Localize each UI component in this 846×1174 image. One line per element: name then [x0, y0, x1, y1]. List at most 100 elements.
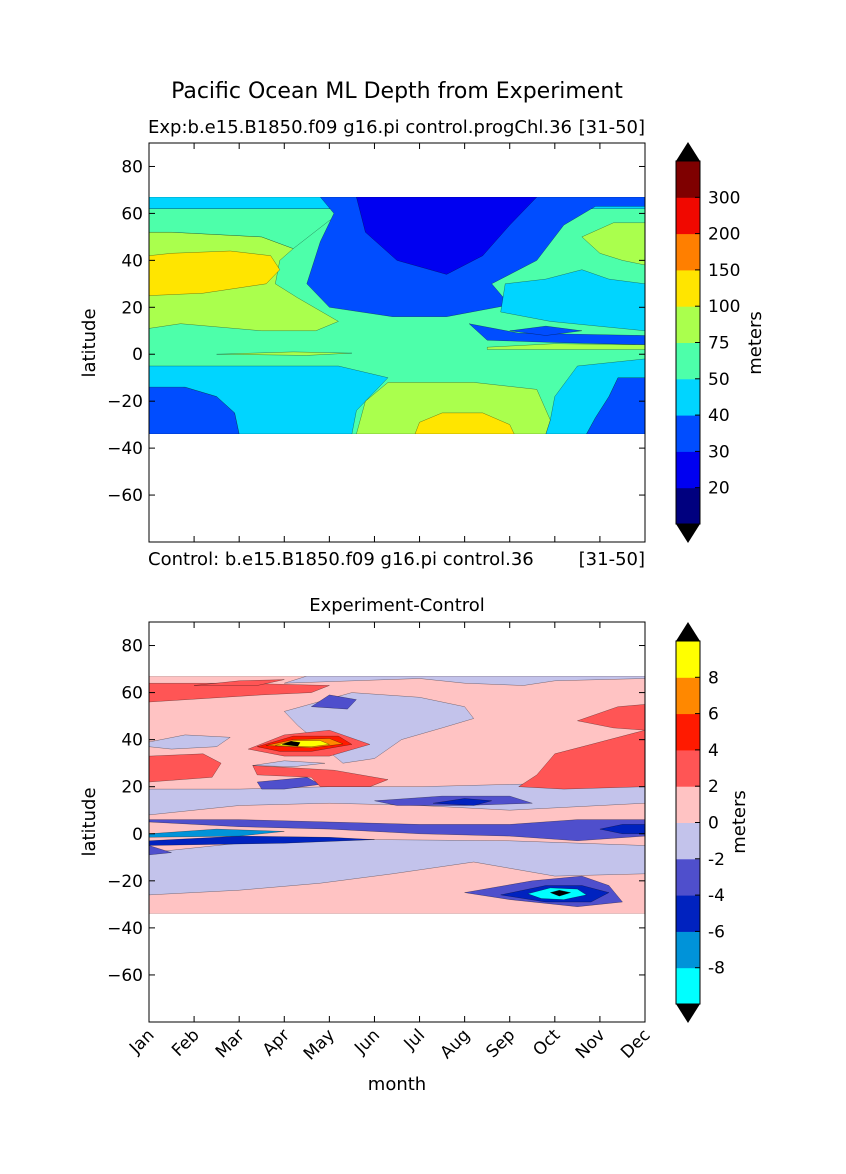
colorbar-swatch — [676, 858, 700, 896]
x-tick-label: Jan — [125, 1025, 158, 1058]
colorbar-tick-label: 40 — [708, 406, 730, 426]
y-tick-label: 20 — [121, 298, 143, 318]
y-tick-label: 0 — [132, 345, 143, 365]
y-tick-label: 0 — [132, 825, 143, 845]
contour-region-30 — [252, 760, 325, 767]
y-tick-label: 80 — [121, 157, 143, 177]
y-tick-label: −40 — [107, 919, 143, 939]
y-tick-label: −40 — [107, 439, 143, 459]
colorbar-tick-label: -8 — [708, 959, 725, 979]
top-colorbar: 20 30 40 50 75 100 150 200 300 — [675, 142, 740, 543]
contour-region-17 — [509, 325, 582, 336]
contour-region-5 — [149, 734, 231, 750]
contour-region-8 — [149, 250, 281, 296]
contour-region-20 — [194, 679, 285, 686]
bottom-colorbar: -8 -6 -4 -2 0 2 4 6 8 — [675, 622, 725, 1023]
colorbar-tick-label: 150 — [708, 261, 740, 281]
colorbar-tick-label: 4 — [708, 741, 719, 761]
colorbar-tick-label: 30 — [708, 442, 730, 462]
colorbar-tick-label: 100 — [708, 297, 740, 317]
contour-region-23 — [518, 729, 645, 790]
colorbar-swatch — [676, 895, 700, 932]
y-tick-label: 20 — [121, 778, 143, 798]
contour-region-22 — [252, 765, 389, 787]
colorbar-under-arrow — [676, 524, 700, 543]
bottom-x-axis-label: month — [368, 1074, 426, 1095]
contour-region-4 — [284, 676, 645, 686]
contour-region-17 — [549, 889, 572, 897]
y-tick-label: 60 — [121, 684, 143, 704]
x-tick-label: Jul — [400, 1025, 429, 1054]
x-tick-label: Oct — [529, 1025, 564, 1060]
top-colorbar-label: meters — [745, 311, 766, 375]
top-panel-footer-right: [31-50] — [579, 549, 645, 570]
bottom-y-axis-label: latitude — [79, 787, 100, 856]
x-tick-label: Mar — [212, 1025, 249, 1062]
colorbar-swatch — [676, 197, 700, 235]
colorbar-swatch — [676, 487, 700, 525]
top-y-axis-label: latitude — [79, 308, 100, 377]
colorbar-tick-label: -6 — [708, 922, 725, 942]
colorbar-swatch — [676, 931, 700, 969]
contour-region-6 — [149, 819, 645, 842]
colorbar-swatch — [676, 306, 700, 343]
bottom-panel-title: Experiment-Control — [309, 595, 485, 616]
colorbar-over-arrow — [676, 142, 700, 161]
figure-title: Pacific Ocean ML Depth from Experiment — [171, 79, 623, 104]
contour-region-13 — [500, 269, 645, 332]
top-panel-title-right: [31-50] — [579, 117, 645, 138]
colorbar-tick-label: 8 — [708, 668, 719, 688]
x-tick-label: Aug — [437, 1025, 475, 1063]
x-tick-label: May — [300, 1025, 339, 1064]
top-plot-area — [148, 142, 646, 543]
colorbar-tick-label: 50 — [708, 370, 730, 390]
y-tick-label: 40 — [121, 731, 143, 751]
colorbar-over-arrow — [676, 622, 700, 641]
colorbar-swatch — [676, 677, 700, 715]
colorbar-under-arrow — [676, 1004, 700, 1023]
contour-region-4 — [545, 358, 645, 435]
bottom-plot-area — [148, 621, 646, 1023]
colorbar-swatch — [676, 378, 700, 416]
contour-region-15 — [468, 323, 645, 346]
colorbar-swatch — [676, 342, 700, 380]
contour-region-10 — [599, 824, 645, 834]
top-y-ticks: 80 60 40 20 0 −20 −40 −60 — [107, 157, 645, 506]
contour-region-16 — [487, 343, 645, 350]
contour-region-14 — [581, 222, 645, 266]
colorbar-tick-label: 2 — [708, 777, 719, 797]
bottom-colorbar-label: meters — [729, 790, 750, 854]
colorbar-swatch — [676, 269, 700, 307]
contour-region-24 — [576, 704, 645, 731]
contour-region-2 — [149, 781, 645, 816]
contour-region-29 — [281, 741, 301, 747]
contour-region-19 — [149, 683, 330, 703]
y-tick-label: 60 — [121, 204, 143, 224]
colorbar-tick-label: -2 — [708, 850, 725, 870]
colorbar-swatch — [676, 451, 700, 489]
top-panel: Exp:b.e15.B1850.f09 g16.pi control.progC… — [79, 117, 766, 570]
colorbar-swatch — [676, 967, 700, 1005]
contour-region-18 — [310, 694, 357, 710]
colorbar-tick-label: -4 — [708, 886, 725, 906]
y-tick-label: −60 — [107, 486, 143, 506]
colorbar-tick-label: 0 — [708, 814, 719, 834]
y-tick-label: 40 — [121, 251, 143, 271]
colorbar-tick-label: 200 — [708, 225, 740, 245]
x-tick-label: Jun — [350, 1025, 384, 1059]
colorbar-swatch — [676, 161, 700, 198]
bottom-y-ticks: 80 60 40 20 0 −20 −40 −60 — [107, 637, 645, 986]
colorbar-swatch — [676, 233, 700, 271]
colorbar-swatch — [676, 641, 700, 678]
y-tick-label: −60 — [107, 966, 143, 986]
contour-region-8 — [149, 828, 285, 838]
x-tick-label: Nov — [572, 1025, 610, 1063]
y-tick-label: −20 — [107, 872, 143, 892]
top-panel-title: Exp:b.e15.B1850.f09 g16.pi control.progC… — [148, 117, 572, 138]
contour-region-13 — [256, 777, 321, 790]
x-tick-label: Feb — [168, 1025, 203, 1060]
colorbar-swatch — [676, 822, 700, 860]
contour-region-2 — [149, 365, 389, 435]
y-tick-label: 80 — [121, 637, 143, 657]
